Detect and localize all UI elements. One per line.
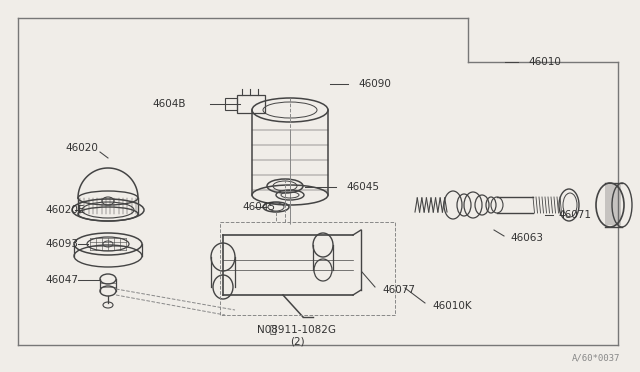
Text: (2): (2) [290,337,304,347]
Text: 46047: 46047 [45,275,78,285]
Text: 46010: 46010 [528,57,561,67]
Text: N08911-1082G: N08911-1082G [257,325,337,335]
Text: 46090: 46090 [358,79,391,89]
Text: 4604B: 4604B [152,99,186,109]
Text: 46077: 46077 [382,285,415,295]
Text: 46010K: 46010K [432,301,472,311]
Text: Ⓝ: Ⓝ [269,325,276,335]
Text: 46045: 46045 [346,182,379,192]
Text: 46093: 46093 [45,239,78,249]
Text: 46071: 46071 [558,210,591,220]
Text: 46020: 46020 [65,143,98,153]
Text: 46020E: 46020E [45,205,84,215]
Text: 46045: 46045 [242,202,275,212]
Text: A/60*0037: A/60*0037 [572,353,620,362]
Text: 46063: 46063 [510,233,543,243]
